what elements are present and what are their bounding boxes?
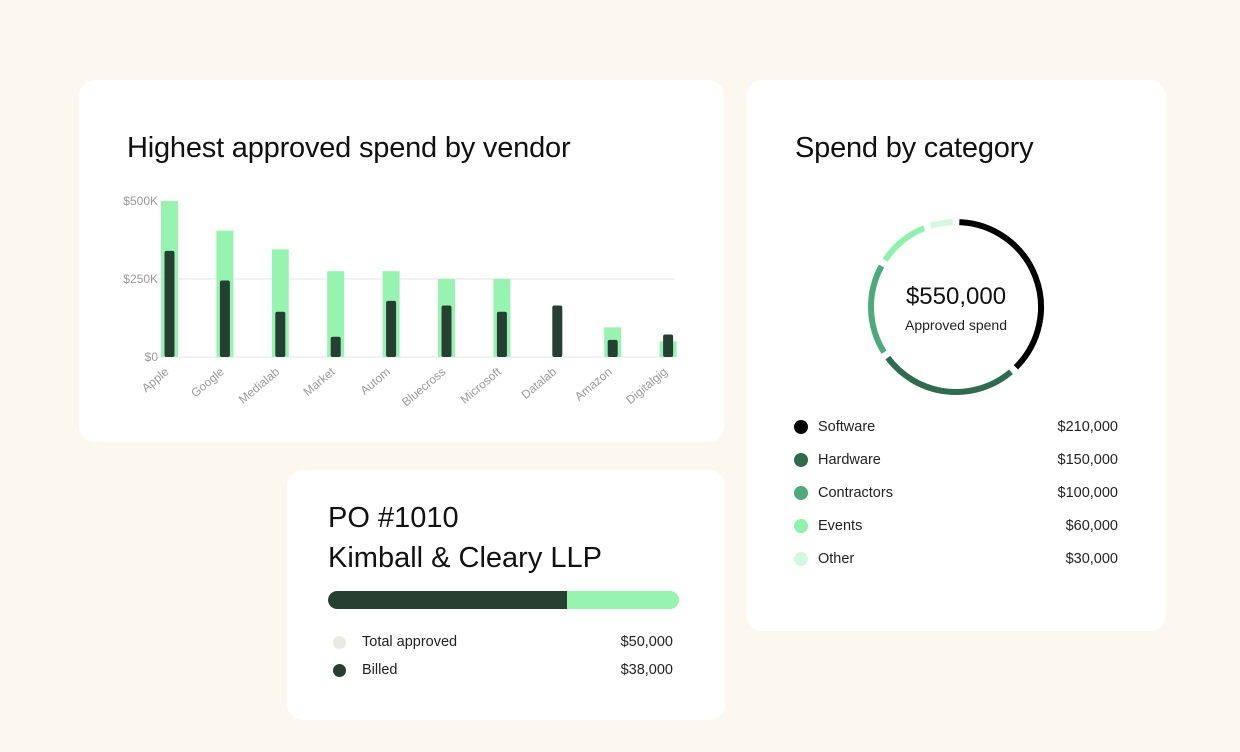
donut-slice-hardware xyxy=(885,355,1013,395)
bar-billed-microsoft xyxy=(496,311,507,357)
bar-billed-amazon xyxy=(607,339,618,357)
po-row-billed: Billed $38,000 xyxy=(333,656,673,684)
x-tick-label: Datalab xyxy=(519,364,560,402)
po-row-value: $50,000 xyxy=(620,634,673,650)
legend-dot-software xyxy=(794,419,808,434)
bar-billed-bluecross xyxy=(441,305,452,357)
legend-value: $30,000 xyxy=(1065,550,1118,567)
legend-label: Contractors xyxy=(818,484,893,501)
legend-value: $100,000 xyxy=(1057,484,1118,501)
po-billed-fill xyxy=(328,591,567,609)
legend-value: $150,000 xyxy=(1057,451,1118,468)
donut-slice-contractors xyxy=(868,264,887,354)
donut-center-label: Approved spend xyxy=(905,317,1007,333)
x-tick-label: Market xyxy=(301,364,339,399)
legend-dot-hardware xyxy=(794,452,808,467)
purchase-order-card: PO #1010 Kimball & Cleary LLP Total appr… xyxy=(287,470,725,720)
x-tick-label: Microsoft xyxy=(458,364,505,406)
category-spend-card: Spend by category $550,000 Approved spen… xyxy=(746,80,1166,631)
bar-billed-digitalgig xyxy=(663,334,674,357)
category-chart-title: Spend by category xyxy=(795,132,1034,164)
x-tick-label: Bluecross xyxy=(399,365,448,410)
x-tick-label: Google xyxy=(188,364,227,400)
po-row-label: Billed xyxy=(362,662,398,678)
legend-dot-contractors xyxy=(794,485,808,500)
donut-slice-software xyxy=(959,219,1044,370)
legend-row-events: Events $60,000 xyxy=(794,509,1118,542)
x-tick-label: Apple xyxy=(139,364,172,395)
legend-row-hardware: Hardware $150,000 xyxy=(794,443,1118,476)
legend-label: Hardware xyxy=(818,451,881,468)
po-row-total-approved: Total approved $50,000 xyxy=(333,628,673,656)
po-row-value: $38,000 xyxy=(620,662,673,678)
legend-value: $60,000 xyxy=(1065,517,1118,534)
po-row-label: Total approved xyxy=(362,634,458,650)
legend-label: Events xyxy=(818,517,863,534)
legend-dot-billed xyxy=(333,663,346,677)
x-tick-label: Digitalgig xyxy=(623,365,670,407)
donut-center-value: $550,000 xyxy=(905,283,1007,310)
donut-slice-events xyxy=(882,225,926,262)
bar-billed-apple xyxy=(164,250,175,357)
y-tick-label: $250K xyxy=(123,272,158,286)
y-tick-label: $0 xyxy=(145,350,159,364)
legend-label: Software xyxy=(818,418,876,435)
x-tick-label: Medialab xyxy=(236,364,283,406)
vendor-bar-chart: $0 $250K $500K Apple Google Medialab Market Aut… xyxy=(123,194,677,410)
bar-billed-market xyxy=(330,336,341,357)
legend-row-software: Software $210,000 xyxy=(794,410,1118,443)
bar-billed-autom xyxy=(386,300,397,357)
legend-row-contractors: Contractors $100,000 xyxy=(794,476,1118,509)
vendor-spend-card: Highest approved spend by vendor $0 $250K… xyxy=(79,80,724,442)
category-legend: Software $210,000 Hardware $150,000 Cont… xyxy=(794,410,1118,575)
x-tick-label: Autom xyxy=(357,365,393,398)
donut-slice-other xyxy=(929,219,953,229)
y-tick-label: $500K xyxy=(123,194,158,208)
legend-dot-other xyxy=(794,551,808,566)
x-tick-label: Amazon xyxy=(572,365,615,404)
bar-approved-market xyxy=(327,271,345,357)
bar-billed-datalab xyxy=(552,305,563,357)
legend-value: $210,000 xyxy=(1057,418,1118,435)
po-billing-progress-bar xyxy=(328,591,679,609)
po-number: PO #1010 xyxy=(328,502,459,534)
category-donut-chart xyxy=(868,219,1044,395)
bar-billed-medialab xyxy=(275,311,286,357)
vendor-chart-title: Highest approved spend by vendor xyxy=(127,132,571,164)
legend-row-other: Other $30,000 xyxy=(794,542,1118,575)
po-vendor-name: Kimball & Cleary LLP xyxy=(328,542,602,574)
bar-billed-google xyxy=(219,280,230,357)
legend-dot-total-approved xyxy=(333,635,346,649)
legend-label: Other xyxy=(818,550,855,567)
legend-dot-events xyxy=(794,518,808,533)
po-legend: Total approved $50,000 Billed $38,000 xyxy=(333,628,673,684)
